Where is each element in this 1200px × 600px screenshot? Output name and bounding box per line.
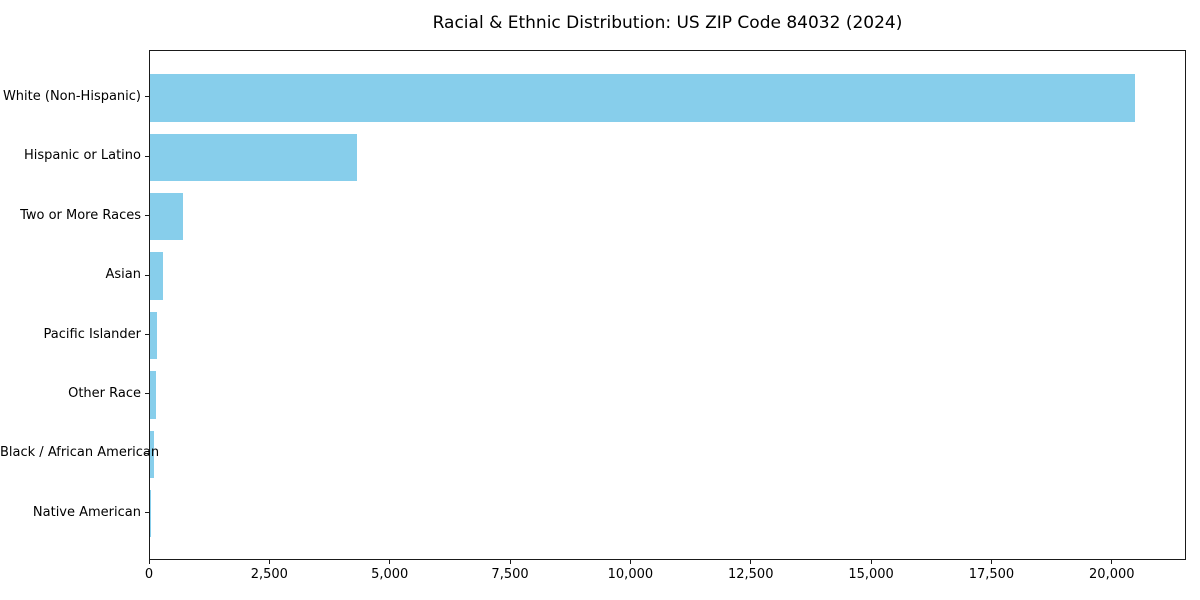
x-tick-mark [629,560,631,564]
x-tick-label: 7,500 [491,567,529,582]
plot-area [149,50,1186,560]
y-tick-mark [145,393,149,395]
x-tick-label: 0 [144,567,154,582]
y-tick-label: Asian [105,267,141,283]
y-tick-mark [145,274,149,276]
x-tick-mark [1111,560,1113,564]
y-tick-label: Black / African American [0,445,160,461]
x-tick-mark [750,560,752,564]
y-tick-mark [145,155,149,157]
y-tick-mark [145,452,149,454]
x-tick-mark [389,560,391,564]
bar-other-race [150,371,157,419]
x-tick-label: 12,500 [727,567,774,582]
x-tick-label: 5,000 [371,567,409,582]
x-tick-mark [990,560,992,564]
y-tick-label: White (Non-Hispanic) [2,88,141,104]
x-tick-mark [268,560,270,564]
bar-asian [150,252,164,300]
y-tick-mark [145,96,149,98]
bar-pacific-islander [150,311,158,360]
x-tick-label: 2,500 [250,567,288,582]
bar-white-non-hispanic [150,74,1135,122]
bar-hispanic-or-latino [150,133,357,182]
y-tick-label: Native American [32,504,141,520]
x-tick-mark [509,560,511,564]
x-tick-label: 15,000 [848,567,894,582]
x-tick-mark [148,560,150,564]
bar-two-or-more-races [150,192,184,241]
x-tick-label: 17,500 [968,567,1015,582]
x-tick-label: 20,000 [1089,567,1135,582]
y-tick-label: Pacific Islander [43,326,141,342]
x-tick-mark [870,560,872,564]
y-tick-label: Other Race [68,385,141,401]
chart-title: Racial & Ethnic Distribution: US ZIP Cod… [432,13,903,33]
y-tick-label: Two or More Races [20,207,141,223]
y-tick-mark [145,334,149,335]
y-tick-mark [145,512,149,514]
x-tick-label: 10,000 [607,567,654,582]
y-tick-mark [145,215,149,217]
bar-black-african-american [150,430,155,479]
y-tick-label: Hispanic or Latino [23,148,141,164]
